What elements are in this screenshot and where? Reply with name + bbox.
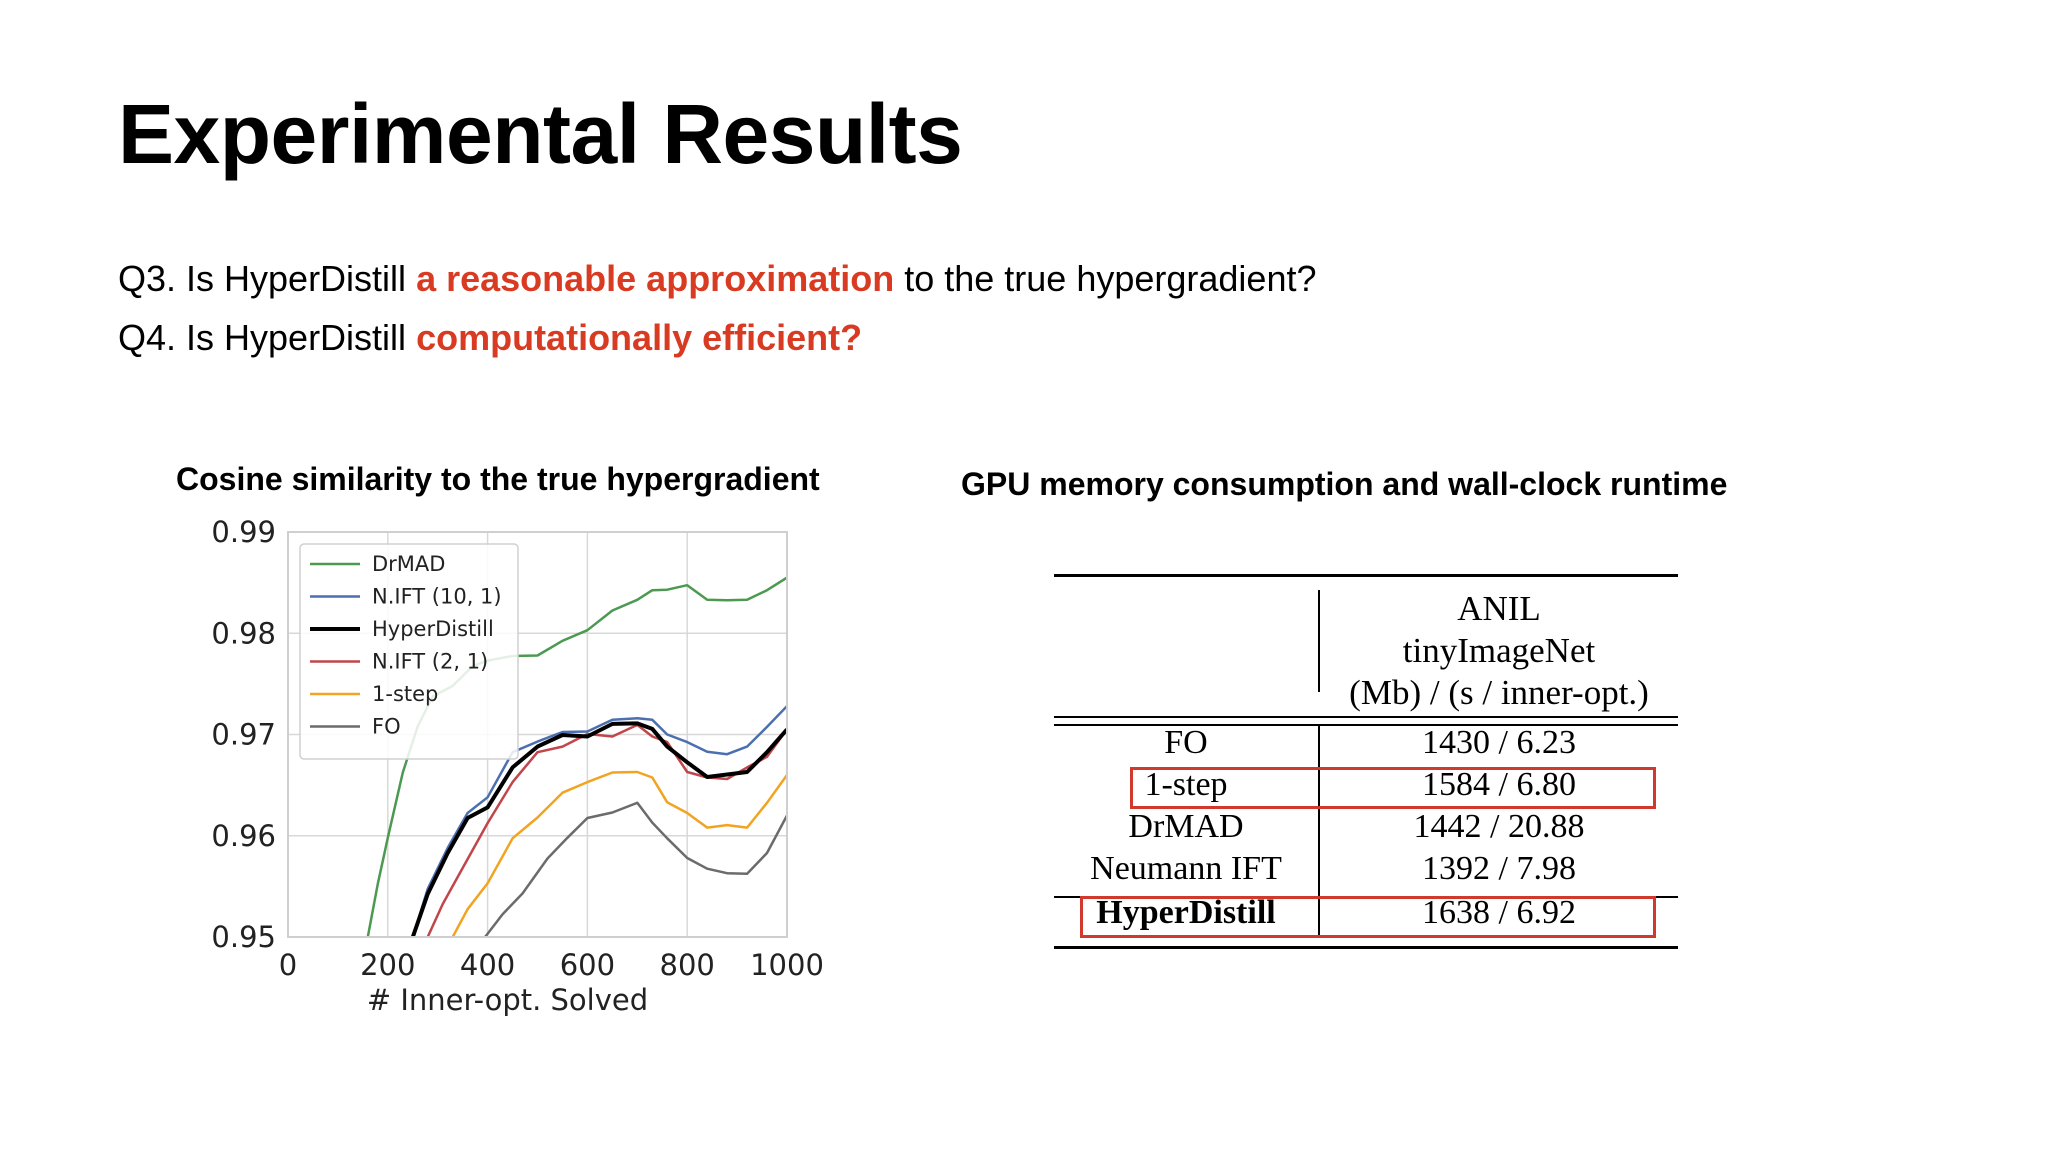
legend-label: DrMAD [372, 552, 445, 576]
y-tick-label: 0.95 [211, 920, 276, 954]
table-mid-rule-1 [1054, 716, 1678, 718]
q3-suffix: to the true hypergradient? [894, 258, 1317, 299]
question-q3: Q3. Is HyperDistill a reasonable approxi… [118, 258, 1317, 300]
table-heading: GPU memory consumption and wall-clock ru… [961, 466, 1728, 502]
row-value-hyperdistill: 1638 / 6.92 [1422, 894, 1576, 931]
body-column-divider [1318, 726, 1320, 938]
plot-frame [287, 531, 788, 938]
q3-prefix: Q3. Is HyperDistill [118, 258, 417, 299]
row-method-1-step: 1-step [1144, 766, 1228, 803]
x-tick-label: 600 [560, 948, 615, 982]
x-tick-label: 800 [660, 948, 715, 982]
series-line-n-ift-10-1- [411, 705, 787, 937]
table-header-line-3: (Mb) / (s / inner-opt.) [1349, 673, 1649, 712]
gpu-memory-table: ANIL tinyImageNet (Mb) / (s / inner-opt.… [1054, 574, 1678, 954]
series-line-fo [484, 801, 787, 937]
chart-heading: Cosine similarity to the true hypergradi… [176, 461, 820, 497]
table-top-rule [1054, 574, 1678, 577]
x-axis-label: # Inner-opt. Solved [367, 983, 648, 1017]
cosine-similarity-chart: 0 200 400 600 800 1000 0.95 0.96 0.97 0.98 0.99 # I… [211, 515, 824, 1017]
q4-prefix: Q4. Is HyperDistill [118, 317, 417, 358]
row-method-drmad: DrMAD [1128, 808, 1244, 845]
row-method-neumann-ift: Neumann IFT [1090, 850, 1282, 887]
legend-label: FO [372, 715, 401, 739]
legend-label: N.IFT (2, 1) [372, 650, 488, 674]
legend-label: N.IFT (10, 1) [372, 585, 502, 609]
row-value-drmad: 1442 / 20.88 [1413, 808, 1585, 845]
series-line-hyperdistill [410, 721, 787, 937]
y-tick-label: 0.97 [211, 718, 276, 752]
series-line-1-step [451, 770, 787, 937]
legend-label: 1-step [372, 682, 438, 706]
highlight-box-hyperdistill [1080, 896, 1656, 938]
row-method-hyperdistill: HyperDistill [1096, 894, 1276, 931]
q3-highlight: a reasonable approximation [416, 258, 895, 299]
row-value-1-step: 1584 / 6.80 [1422, 766, 1576, 803]
x-tick-label: 0 [279, 948, 297, 982]
y-tick-label: 0.99 [211, 515, 276, 549]
x-tick-label: 400 [460, 948, 515, 982]
y-tick-label: 0.96 [211, 819, 276, 853]
slide-title: Experimental Results [118, 87, 963, 181]
table-header-line-1: ANIL [1457, 589, 1541, 628]
q4-highlight: computationally efficient? [416, 317, 863, 358]
series-line-n-ift-2-1- [426, 723, 787, 937]
highlight-box-1-step [1130, 767, 1656, 809]
x-tick-label: 1000 [750, 948, 824, 982]
row-method-fo: FO [1164, 724, 1208, 761]
y-tick-label: 0.98 [211, 616, 276, 650]
table-mid-rule-2 [1054, 724, 1678, 726]
x-tick-label: 200 [360, 948, 415, 982]
table-header-line-2: tinyImageNet [1402, 631, 1596, 670]
legend-label: HyperDistill [372, 617, 494, 641]
row-value-fo: 1430 / 6.23 [1422, 724, 1576, 761]
question-q4: Q4. Is HyperDistill computationally effi… [118, 317, 862, 359]
table-bottom-rule [1054, 946, 1678, 949]
row-value-neumann-ift: 1392 / 7.98 [1422, 850, 1576, 887]
header-column-divider [1318, 590, 1320, 692]
